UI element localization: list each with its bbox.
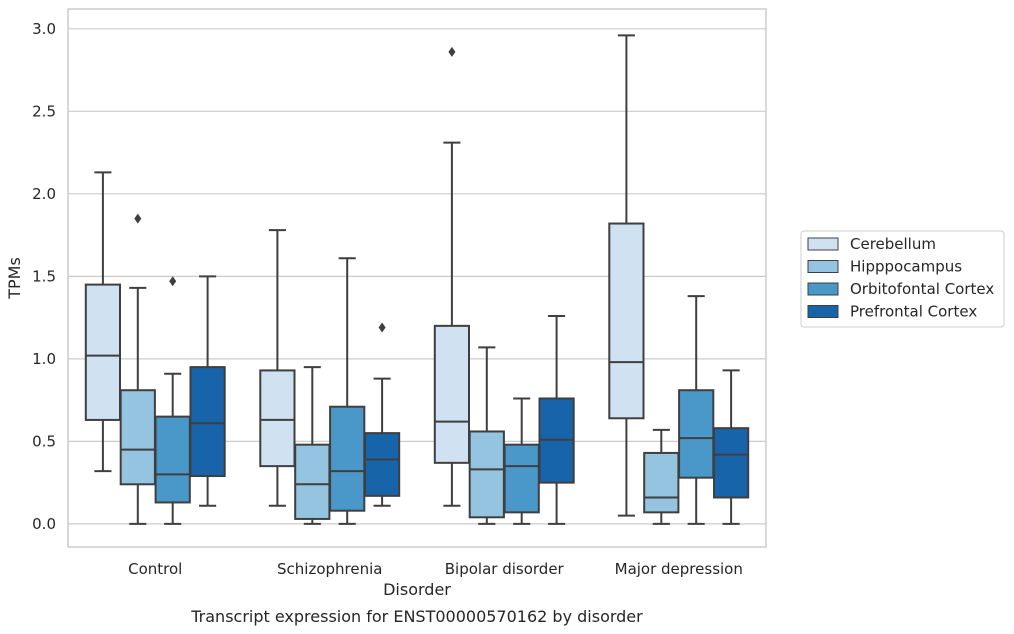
box-iqr: [294, 443, 331, 520]
outlier-point: [448, 46, 456, 57]
legend-label: Orbitofontal Cortex: [850, 280, 994, 298]
box: [154, 276, 191, 525]
x-tick-label: Major depression: [615, 560, 743, 578]
y-tick-labels: 0.0 0.5 1.0 1.5 2.0 2.5 3.0: [32, 20, 56, 533]
x-axis-label: Disorder: [383, 580, 451, 599]
box-iqr: [189, 366, 226, 478]
legend-frame: [800, 230, 1005, 328]
x-tick-label: Control: [128, 560, 182, 578]
y-tick-label: 0.5: [32, 432, 56, 450]
box-iqr: [712, 427, 750, 499]
box: [189, 275, 226, 507]
box-iqr: [154, 415, 191, 504]
x-tick-labels: Control Schizophrenia Bipolar disorder Majo…: [128, 560, 743, 578]
outlier-point: [169, 276, 177, 287]
box-iqr: [329, 405, 366, 512]
box: [119, 213, 156, 525]
y-tick-label: 2.0: [32, 185, 56, 203]
box-iqr: [259, 369, 296, 468]
legend-swatch: [807, 260, 839, 273]
box-iqr: [363, 432, 401, 497]
y-axis-label: TPMs: [5, 257, 24, 300]
chart-caption: Transcript expression for ENST0000057016…: [190, 607, 643, 626]
box-groups: [84, 34, 750, 525]
box: [84, 171, 122, 473]
box-iqr: [678, 389, 715, 479]
legend-swatch: [807, 305, 839, 318]
box: [329, 257, 366, 525]
box: [363, 322, 401, 507]
box: [678, 295, 715, 525]
box-iqr: [433, 324, 471, 464]
box: [538, 314, 575, 525]
outlier-point: [134, 213, 142, 224]
legend-label: Prefrontal Cortex: [850, 303, 977, 321]
legend-label: Hipppocampus: [850, 258, 962, 276]
legend-swatch: [807, 282, 839, 296]
y-tick-label: 1.5: [32, 267, 56, 285]
legend: Cerebellum Hipppocampus Orbitofontal Corte…: [800, 230, 1005, 328]
legend-swatch: [807, 237, 839, 251]
box: [712, 369, 750, 525]
x-tick-label: Schizophrenia: [277, 560, 382, 578]
box-iqr: [643, 451, 680, 514]
legend-label: Cerebellum: [850, 235, 936, 253]
box: [608, 34, 645, 517]
box: [643, 428, 680, 525]
box: [259, 229, 296, 507]
x-tick-label: Bipolar disorder: [445, 560, 565, 578]
box-iqr: [503, 443, 540, 514]
y-tick-label: 1.0: [32, 350, 56, 368]
y-tick-label: 2.5: [32, 102, 56, 120]
box-iqr: [468, 430, 505, 519]
box: [294, 366, 331, 525]
box-iqr: [119, 389, 156, 486]
y-tick-label: 0.0: [32, 515, 56, 533]
box: [503, 397, 540, 525]
outlier-point: [378, 322, 386, 333]
y-tick-label: 3.0: [32, 20, 56, 38]
box-iqr: [608, 222, 645, 420]
box: [433, 46, 471, 507]
box-iqr: [84, 283, 122, 421]
